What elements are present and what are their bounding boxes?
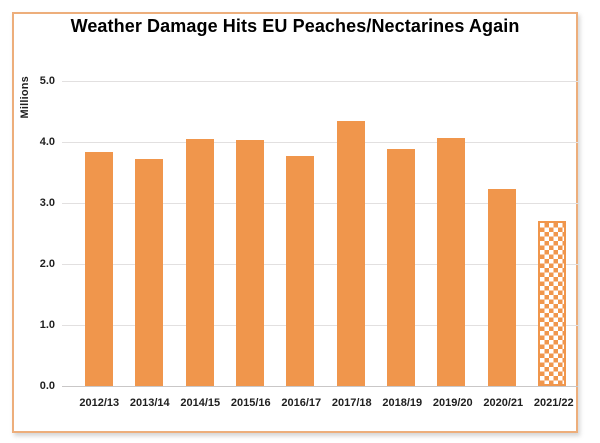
gridline-4.0 [62,142,578,143]
y-axis-title: Millions [19,76,31,119]
bars-container [74,81,577,386]
x-tick-label-2012-13: 2012/13 [79,397,120,409]
bar-2013-14 [135,159,164,386]
x-tick-label-2018-19: 2018/19 [382,397,423,409]
bar-cell-2020-21 [476,81,526,386]
bar-2017-18 [336,120,365,386]
gridline-1.0 [62,325,578,326]
bar-cell-2021-22 [527,81,577,386]
y-tick-label-4.0: 4.0 [39,136,55,148]
x-tick-label-2013-14: 2013/14 [129,397,170,409]
x-tick-label-2014-15: 2014/15 [180,397,221,409]
bar-2019-20 [437,138,466,386]
bar-2012-13 [85,152,114,386]
bar-2015-16 [236,139,265,386]
bar-2021-22 [537,221,566,386]
y-tick-label-0.0: 0.0 [39,380,55,392]
gridline-2.0 [62,264,578,265]
x-tick-label-2016-17: 2016/17 [281,397,322,409]
bar-cell-2012-13 [74,81,124,386]
y-tick-label-1.0: 1.0 [39,319,55,331]
y-tick-label-3.0: 3.0 [39,197,55,209]
y-tick-label-2.0: 2.0 [39,258,55,270]
chart-title: Weather Damage Hits EU Peaches/Nectarine… [70,16,520,36]
x-tick-label-2015-16: 2015/16 [230,397,271,409]
gridline-5.0 [62,81,578,82]
chart-frame: Weather Damage Hits EU Peaches/Nectarine… [12,12,578,433]
bar-2020-21 [487,188,516,386]
y-tick-label-5.0: 5.0 [39,75,55,87]
plot-area: 0.0 1.0 2.0 3.0 4.0 5.0 [40,75,578,392]
bar-2014-15 [185,138,214,386]
bar-cell-2014-15 [175,81,225,386]
x-tick-label-2019-20: 2019/20 [432,397,473,409]
bar-2016-17 [286,156,315,386]
x-axis-labels: 2012/13 2013/14 2014/15 2015/16 2016/17 2017/… [74,397,579,409]
bar-cell-2017-18 [325,81,375,386]
bar-cell-2016-17 [275,81,325,386]
bar-cell-2019-20 [426,81,476,386]
bar-cell-2015-16 [225,81,275,386]
bar-cell-2018-19 [376,81,426,386]
x-tick-label-2017-18: 2017/18 [331,397,372,409]
x-tick-label-2020-21: 2020/21 [483,397,524,409]
bar-cell-2013-14 [124,81,174,386]
x-tick-label-2021-22: 2021/22 [533,397,574,409]
gridline-3.0 [62,203,578,204]
gridline-0.0 [62,386,578,387]
bar-2018-19 [386,149,415,386]
